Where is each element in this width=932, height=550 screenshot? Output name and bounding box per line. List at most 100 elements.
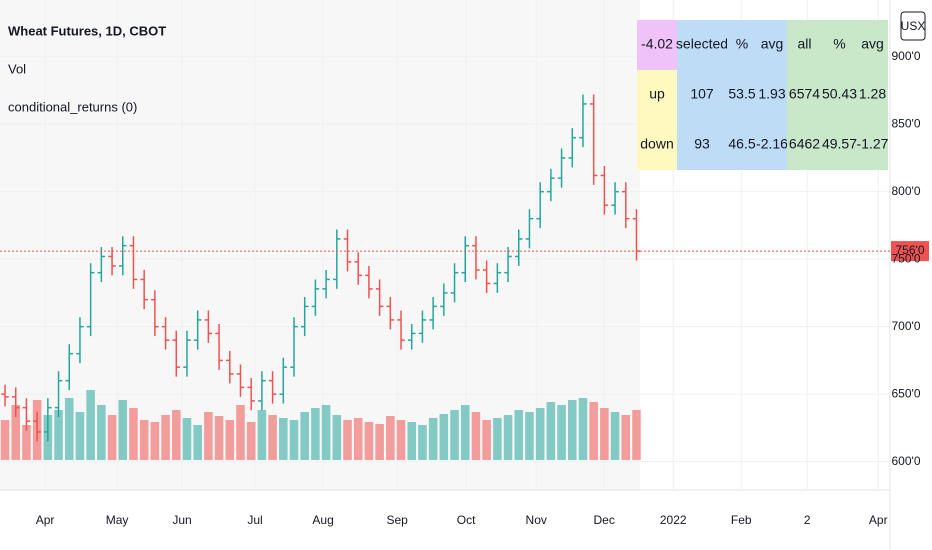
table-cell-text: down: [640, 136, 673, 152]
table-cell: [757, 70, 787, 120]
y-tick-label: 650'0: [892, 386, 921, 400]
table-cell: [822, 120, 857, 170]
volume-bar: [86, 390, 95, 460]
table-cell: [637, 70, 677, 120]
table-cell: [857, 120, 888, 170]
volume-bar: [600, 408, 609, 460]
volume-bar: [450, 410, 459, 460]
volume-bar: [557, 405, 566, 460]
x-tick-label: Apr: [869, 513, 888, 527]
volume-bar: [578, 398, 588, 460]
table-cell-text: %: [736, 36, 748, 52]
table-cell: [857, 70, 888, 120]
x-tick-label: Apr: [36, 513, 55, 527]
volume-bar: [567, 400, 577, 460]
table-cell: [637, 20, 677, 70]
volume-bar: [343, 420, 352, 460]
volume-bar: [482, 420, 491, 460]
x-tick-label: Feb: [731, 513, 752, 527]
table-cell-text: avg: [761, 36, 784, 52]
table-cell-text: selected: [676, 36, 728, 52]
volume-bar: [118, 400, 128, 460]
table-cell-text: 6574: [789, 86, 820, 102]
volume-bar: [97, 405, 106, 460]
table-cell: [787, 70, 822, 120]
chart-title: Wheat Futures, 1D, CBOT: [8, 23, 166, 38]
volume-bar: [107, 415, 117, 460]
volume-bar: [503, 415, 513, 460]
table-cell: [677, 70, 727, 120]
volume-bar: [525, 412, 534, 460]
volume-bar: [300, 412, 309, 460]
table-cell-text: 50.43: [822, 86, 857, 102]
volume-bar: [364, 422, 374, 460]
currency-box[interactable]: [900, 11, 926, 41]
volume-bar: [396, 420, 406, 460]
volume-bar: [257, 410, 267, 460]
table-cell: [677, 20, 727, 70]
currency-label[interactable]: USX: [901, 19, 926, 33]
table-cell: [822, 20, 857, 70]
x-tick-label: 2: [804, 513, 811, 527]
table-cell-text: 49.57: [822, 136, 857, 152]
x-tick-label: Nov: [526, 513, 547, 527]
x-tick-label: Jun: [172, 513, 191, 527]
volume-bar: [332, 415, 342, 460]
volume-bar: [514, 410, 524, 460]
table-cell: [787, 120, 822, 170]
y-tick-label: 750'0: [892, 251, 921, 265]
table-cell: [857, 20, 888, 70]
volume-bar: [236, 405, 245, 460]
volume-bar: [546, 402, 556, 460]
volume-bar: [460, 405, 470, 460]
volume-bar: [11, 405, 21, 460]
volume-bar: [75, 412, 85, 460]
volume-bar: [204, 412, 213, 460]
table-cell-text: 93: [694, 136, 710, 152]
volume-bar: [353, 418, 363, 460]
session-background: [0, 0, 640, 490]
table-cell-text: up: [649, 86, 665, 102]
volume-bar: [54, 410, 63, 460]
table-cell-text: -2.16: [756, 136, 788, 152]
table-cell: [637, 120, 677, 170]
table-cell-text: 6462: [789, 136, 820, 152]
table-cell-text: %: [833, 36, 845, 52]
indicator-label[interactable]: conditional_returns (0): [8, 99, 137, 114]
volume-bar: [589, 402, 598, 460]
table-cell: [757, 20, 787, 70]
y-tick-label: 850'0: [892, 116, 921, 130]
y-tick-label: 700'0: [892, 319, 921, 333]
volume-bar: [279, 418, 288, 460]
volume-bar: [193, 425, 202, 460]
volume-bar: [471, 412, 481, 460]
volume-bar: [407, 422, 417, 460]
table-cell: [787, 20, 822, 70]
x-tick-label: Jul: [247, 513, 262, 527]
table-cell: [822, 70, 857, 120]
table-cell: [727, 20, 757, 70]
volume-bar: [439, 414, 449, 460]
volume-bar: [214, 416, 224, 460]
volume-bar: [375, 424, 384, 460]
volume-bar: [610, 412, 620, 460]
table-cell-text: 1.93: [758, 86, 785, 102]
volume-bar: [386, 416, 395, 460]
x-tick-label: Oct: [457, 513, 476, 527]
x-tick-label: May: [106, 513, 129, 527]
volume-bar: [182, 418, 192, 460]
table-cell: [727, 120, 757, 170]
y-tick-label: 600'0: [892, 454, 921, 468]
volume-bar: [0, 420, 10, 460]
volume-bar: [225, 420, 235, 460]
indicator-label[interactable]: Vol: [8, 61, 26, 76]
table-cell-text: -4.02: [641, 36, 673, 52]
y-tick-label: 800'0: [892, 184, 921, 198]
volume-bar: [64, 398, 74, 460]
volume-bar: [22, 425, 31, 460]
volume-bar: [418, 425, 427, 460]
volume-bar: [129, 408, 138, 460]
x-tick-label: 2022: [660, 513, 687, 527]
